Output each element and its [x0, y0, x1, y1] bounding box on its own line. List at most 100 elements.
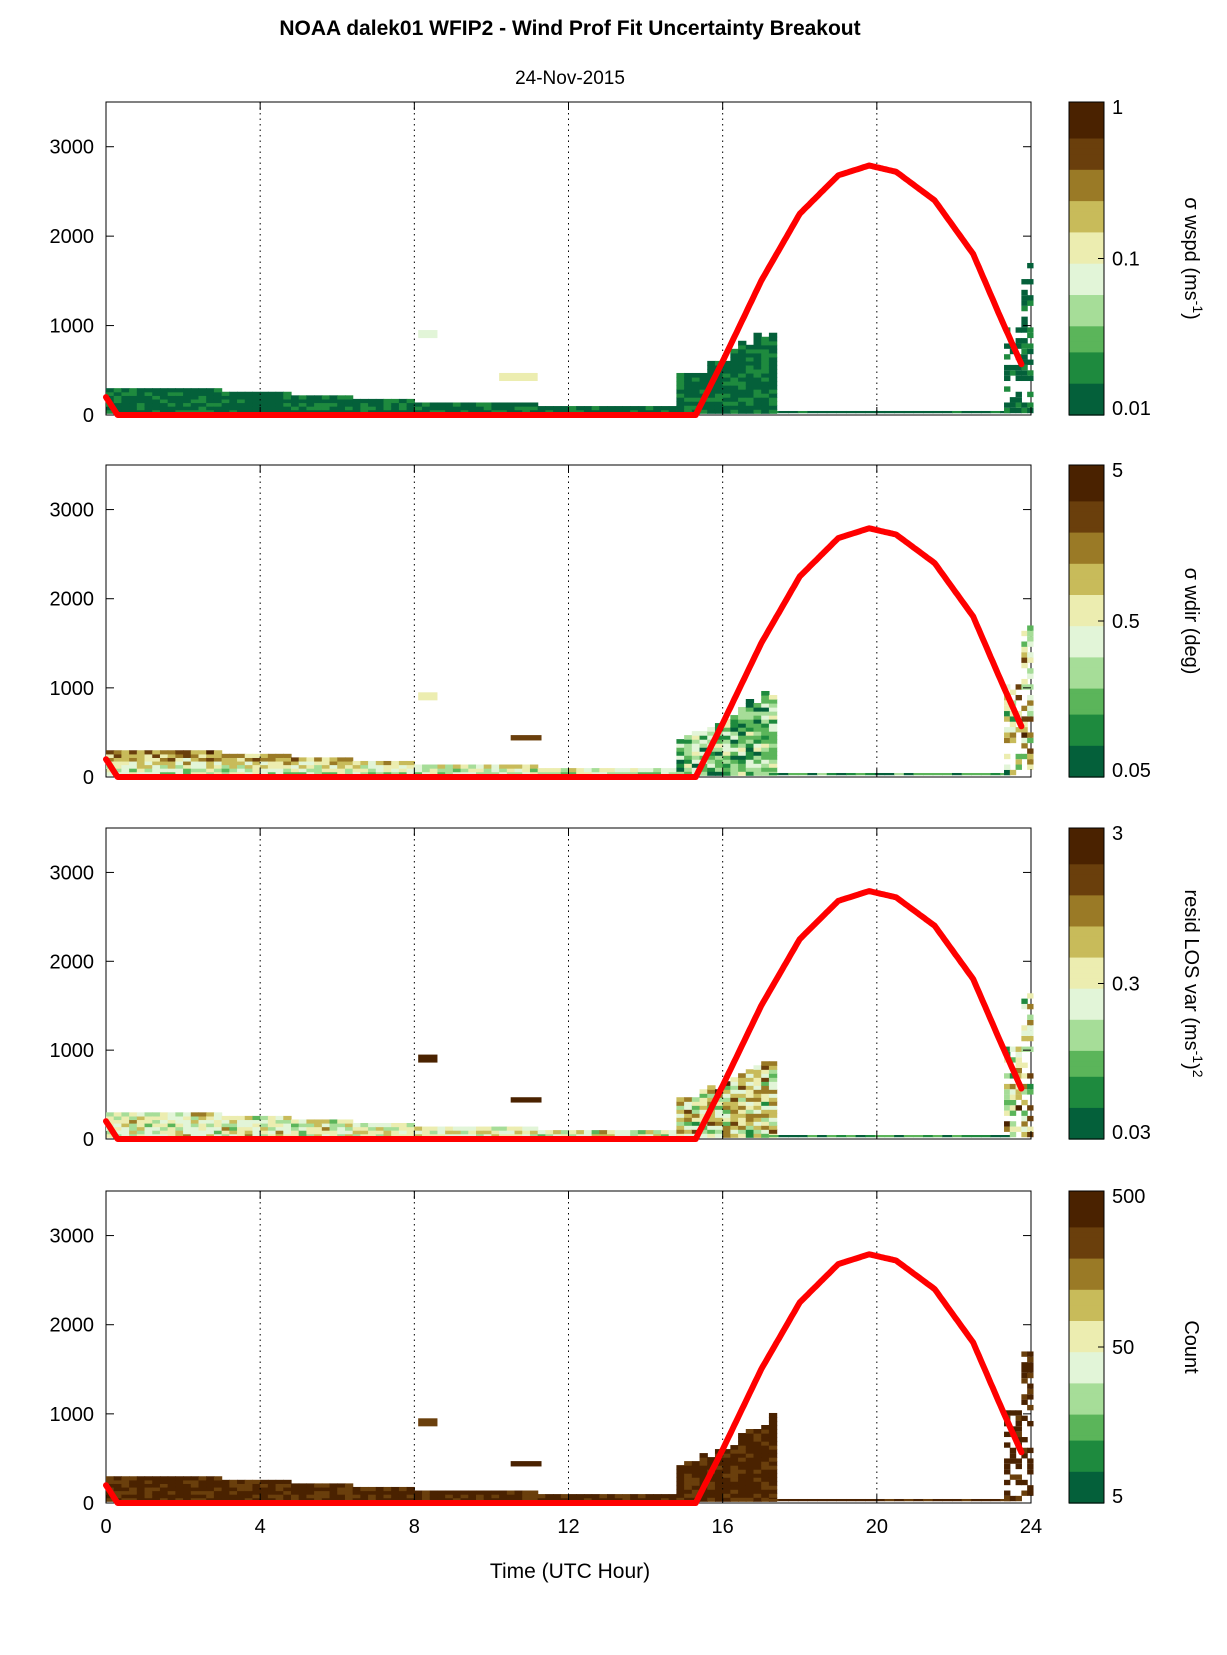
heatmap-cell: [275, 1123, 284, 1128]
heatmap-cell: [761, 393, 770, 398]
heatmap-cell: [722, 368, 731, 374]
colorbar-segment: [1069, 310, 1104, 317]
heatmap-cell: [637, 1494, 647, 1499]
figure-subtitle: 24-Nov-2015: [515, 68, 625, 89]
heatmap-cell: [283, 406, 292, 411]
colorbar-label: σ wdir (deg): [1180, 568, 1202, 675]
heatmap-cell: [337, 1126, 346, 1131]
heatmap-cell: [661, 1497, 670, 1502]
heatmap-cell: [668, 1130, 678, 1135]
heatmap-cell: [283, 768, 292, 773]
heatmap-cell: [1027, 716, 1034, 722]
colorbar-segment: [1069, 1133, 1104, 1140]
heatmap-cell: [738, 1481, 747, 1486]
heatmap-cell: [244, 1126, 254, 1131]
heatmap-cell: [129, 1123, 138, 1128]
heatmap-cell: [306, 1123, 315, 1128]
heatmap-cell: [144, 391, 153, 396]
heatmap-cell: [761, 1065, 770, 1070]
heatmap-cell: [753, 1429, 762, 1434]
heatmap-cell: [113, 1112, 123, 1117]
heatmap-cell: [522, 1126, 531, 1131]
heatmap-cell: [252, 1123, 261, 1128]
heatmap-cell: [1015, 343, 1022, 349]
heatmap-cell: [260, 1130, 269, 1135]
heatmap-cell: [1015, 1458, 1022, 1464]
heatmap-cell: [761, 1117, 770, 1122]
colorbar-segment: [1069, 973, 1104, 980]
heatmap-cell: [121, 771, 130, 776]
heatmap-cell: [445, 1126, 454, 1131]
heatmap-cell: [283, 391, 292, 396]
heatmap-cell: [136, 1123, 146, 1128]
heatmap-cell: [661, 771, 670, 776]
heatmap-cell: [676, 763, 685, 768]
heatmap-cell: [499, 1126, 508, 1131]
heatmap-cell: [344, 1486, 354, 1492]
heatmap-cell: [267, 1126, 277, 1131]
heatmap-cell: [136, 1115, 146, 1121]
colorbar-segment: [1069, 242, 1104, 249]
heatmap-cell: [452, 402, 462, 407]
heatmap-cell: [722, 1097, 731, 1102]
heatmap-cell: [684, 735, 693, 740]
heatmap-cell: [745, 1085, 755, 1090]
heatmap-cell: [722, 743, 731, 748]
heatmap-cell: [730, 751, 739, 756]
heatmap-cell: [817, 410, 828, 414]
heatmap-cell: [745, 735, 755, 740]
heatmap-cell: [1021, 407, 1028, 414]
heatmap-cell: [761, 409, 770, 414]
heatmap-cell: [761, 1433, 770, 1438]
heatmap-cell: [722, 1485, 731, 1490]
heatmap-cell: [1015, 727, 1022, 733]
heatmap-cell: [753, 332, 762, 338]
heatmap-cell: [722, 1489, 731, 1494]
red-curve-line: [103, 1251, 1025, 1506]
heatmap-cell: [329, 1483, 338, 1488]
heatmap-cell: [121, 406, 130, 411]
heatmap-cell: [1021, 321, 1028, 328]
heatmap-cell: [129, 1126, 138, 1131]
colorbar-segment: [1069, 605, 1104, 612]
heatmap-cell: [314, 760, 323, 766]
heatmap-cell: [136, 402, 146, 407]
heatmap-cell: [1004, 1046, 1011, 1052]
heatmap-cell: [522, 768, 531, 773]
colorbar-segment: [1069, 916, 1104, 922]
heatmap-cell: [691, 735, 701, 740]
heatmap-cell: [190, 753, 200, 758]
heatmap-cell: [267, 760, 277, 766]
heatmap-cell: [691, 731, 701, 736]
heatmap-cell: [167, 398, 176, 404]
heatmap-cell: [190, 1476, 200, 1481]
heatmap-cell: [730, 348, 739, 354]
heatmap-cell: [406, 1126, 415, 1131]
heatmap-cell: [753, 352, 762, 358]
heatmap-cell: [445, 409, 454, 414]
colorbar-segment: [1069, 1076, 1104, 1083]
heatmap-cell: [753, 1453, 762, 1458]
heatmap-cell: [136, 1119, 146, 1124]
heatmap-cell: [768, 360, 778, 366]
heatmap-cell: [1009, 397, 1017, 403]
heatmap-cell: [314, 757, 323, 762]
heatmap-cell: [375, 1126, 385, 1131]
heatmap-cell: [529, 771, 539, 776]
heatmap-cell: [167, 760, 176, 766]
colorbar-segment: [1069, 279, 1104, 286]
heatmap-cell: [684, 1105, 693, 1110]
heatmap-cell: [583, 768, 593, 773]
heatmap-cell: [714, 1125, 724, 1130]
heatmap-cell: [237, 409, 246, 414]
colorbar-segment: [1069, 263, 1104, 270]
colorbar-segment: [1069, 1191, 1104, 1197]
heatmap-cell: [121, 1476, 130, 1481]
heatmap-cell: [903, 1498, 915, 1502]
colorbar-segment: [1069, 673, 1104, 679]
heatmap-cell: [121, 388, 130, 393]
heatmap-cell: [768, 397, 778, 402]
heatmap-cell: [1015, 375, 1022, 382]
heatmap-cell: [414, 1133, 423, 1138]
colorbar-label: σ wspd (ms-1): [1180, 197, 1206, 320]
